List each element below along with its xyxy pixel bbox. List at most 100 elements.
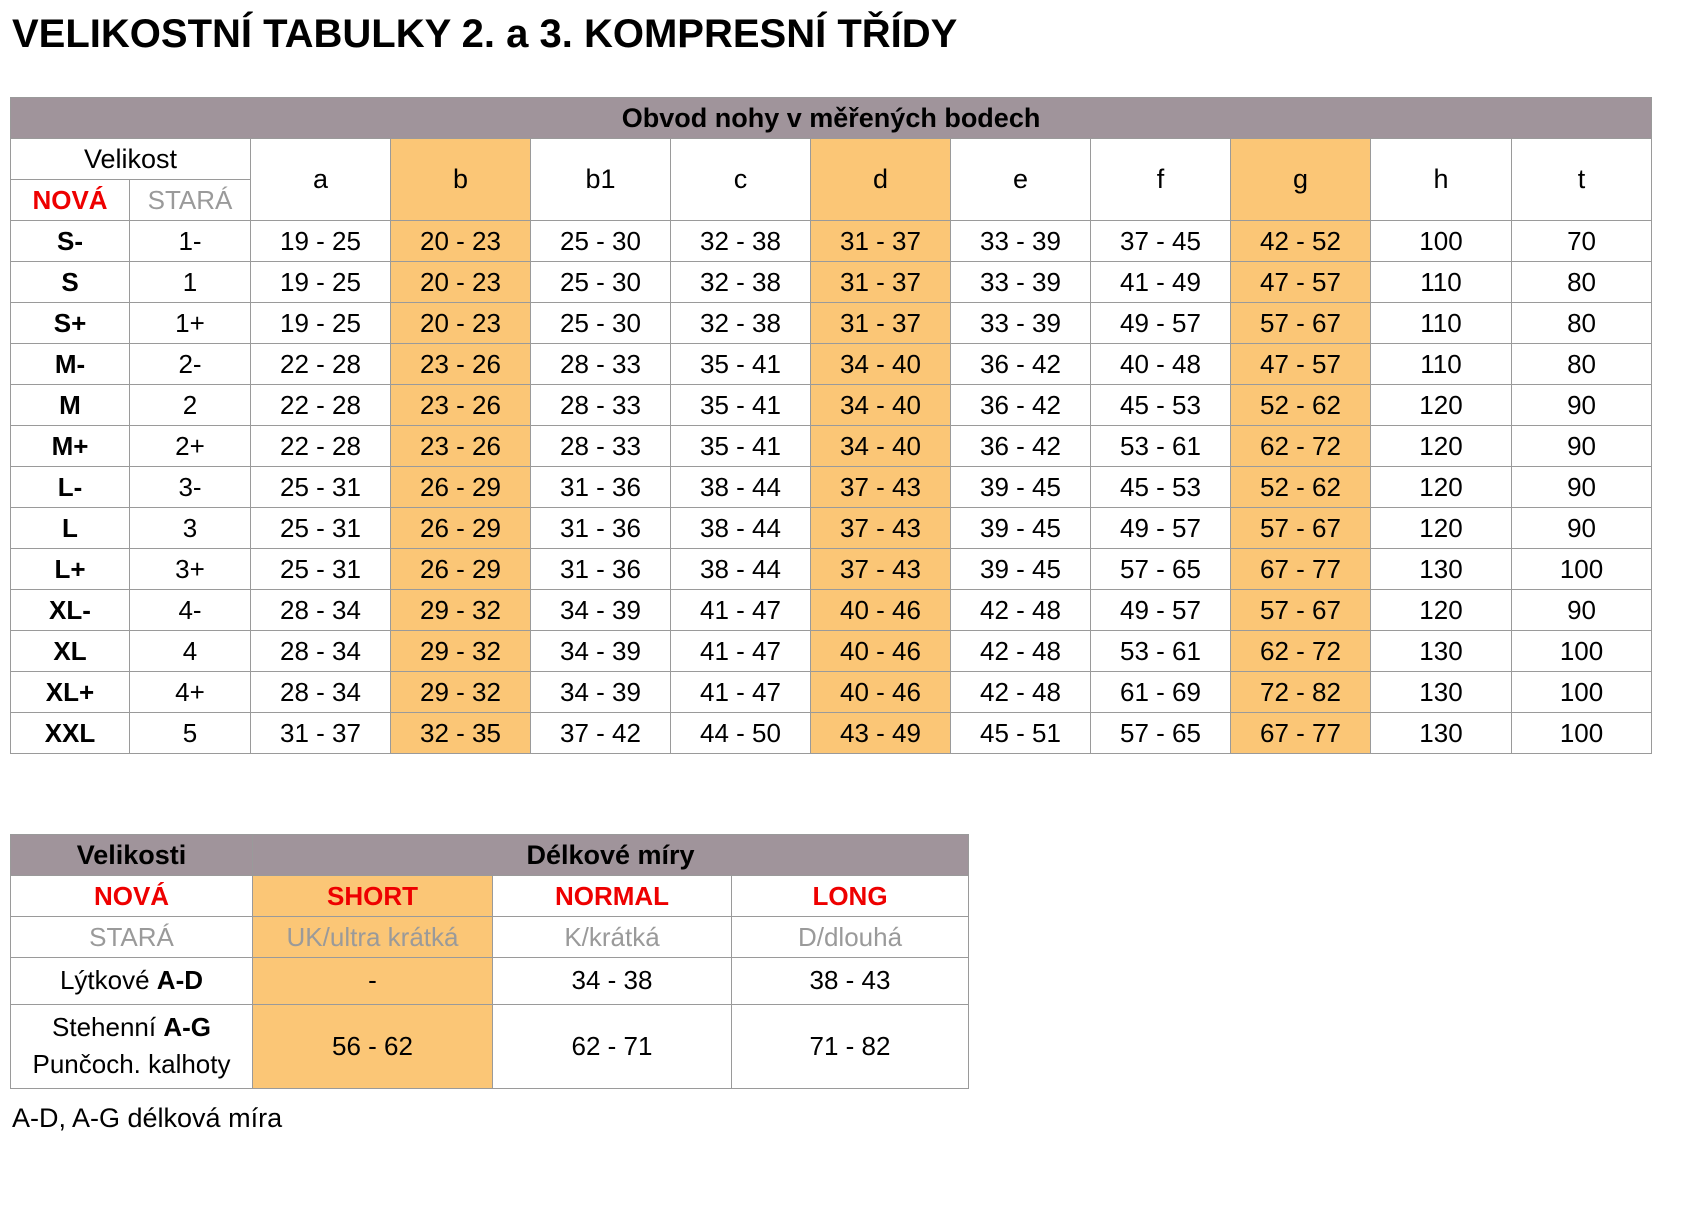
size-cell: 40 - 48 (1090, 343, 1231, 385)
size-cell: 28 - 34 (250, 671, 391, 713)
size-cell: 80 (1510, 343, 1653, 385)
size-new-label: S+ (10, 302, 130, 344)
size-cell: 42 - 48 (950, 630, 1091, 672)
size-cell: 80 (1510, 302, 1653, 344)
size-cell: 47 - 57 (1230, 261, 1371, 303)
size-cell: 90 (1510, 425, 1653, 467)
size-cell: 34 - 40 (810, 343, 951, 385)
size-table-banner-row: Obvod nohy v měřených bodech (9, 97, 1653, 139)
size-cell: 110 (1370, 261, 1512, 303)
size-cell: 37 - 42 (530, 712, 671, 754)
size-new-label: XL- (10, 589, 130, 631)
column-header-c: c (670, 138, 811, 221)
size-new-label: S (10, 261, 130, 303)
size-cell: 25 - 31 (250, 507, 391, 549)
velikost-header: Velikost (10, 138, 251, 180)
length-cell: 62 - 71 (492, 1003, 732, 1090)
size-cell: 41 - 47 (670, 671, 811, 713)
size-cell: 57 - 65 (1090, 548, 1231, 590)
length-old-header: STARÁ (10, 916, 253, 958)
size-new-label: M+ (10, 425, 130, 467)
size-cell: 70 (1510, 220, 1653, 262)
size-cell: 25 - 31 (250, 466, 391, 508)
length-cell: 56 - 62 (252, 1003, 493, 1090)
size-cell: 37 - 43 (810, 507, 951, 549)
length-cell: 34 - 38 (492, 957, 732, 1005)
size-cell: 34 - 40 (810, 384, 951, 426)
size-old-label: 4- (129, 589, 251, 631)
size-cell: 25 - 30 (530, 261, 671, 303)
size-cell: 41 - 49 (1090, 261, 1231, 303)
size-cell: 33 - 39 (950, 302, 1091, 344)
size-cell: 90 (1510, 466, 1653, 508)
size-new-label: L+ (10, 548, 130, 590)
size-cell: 31 - 36 (530, 507, 671, 549)
size-table-header-row: Velikost a b b1 c d e f g h t (10, 138, 1653, 221)
size-cell: 26 - 29 (390, 507, 531, 549)
size-cell: 110 (1370, 302, 1512, 344)
size-cell: 37 - 43 (810, 466, 951, 508)
size-cell: 37 - 45 (1090, 220, 1231, 262)
table-row: Lýtkové A-D -34 - 38 38 - 43 (10, 957, 969, 1005)
size-new-label: XL+ (10, 671, 130, 713)
table-row: XXL 5 31 - 37 32 - 35 37 - 42 44 - 50 43 - 49 4… (10, 712, 1653, 754)
size-cell: 32 - 35 (390, 712, 531, 754)
table-row: S- 1- 19 - 25 20 - 23 25 - 30 32 - 38 31 - 37 3… (10, 220, 1653, 262)
size-cell: 34 - 39 (530, 589, 671, 631)
size-cell: 62 - 72 (1230, 425, 1371, 467)
footnote: A-D, A-G délková míra (12, 1103, 283, 1134)
length-new-header: LONG (731, 875, 969, 917)
size-cell: 31 - 37 (810, 220, 951, 262)
size-cell: 45 - 53 (1090, 384, 1231, 426)
delkove-banner: Délkové míry (252, 834, 969, 876)
size-cell: 42 - 48 (950, 671, 1091, 713)
size-cell: 28 - 34 (250, 630, 391, 672)
size-cell: 57 - 65 (1090, 712, 1231, 754)
size-cell: 33 - 39 (950, 220, 1091, 262)
size-cell: 90 (1510, 507, 1653, 549)
size-cell: 42 - 48 (950, 589, 1091, 631)
size-cell: 41 - 47 (670, 630, 811, 672)
table-row: M- 2- 22 - 28 23 - 26 28 - 33 35 - 41 34 - 40 3… (10, 343, 1653, 385)
size-cell: 67 - 77 (1230, 712, 1371, 754)
size-table-subheader-row: NOVÁ STARÁ (10, 179, 1652, 221)
size-cell: 38 - 44 (670, 466, 811, 508)
size-old-label: 1 (129, 261, 251, 303)
size-cell: 32 - 38 (670, 261, 811, 303)
table-row: Stehenní A-G Punčoch. kalhoty 56 - 62 62 - … (10, 1003, 969, 1090)
size-cell: 29 - 32 (390, 671, 531, 713)
column-header-d: d (810, 138, 951, 221)
size-cell: 33 - 39 (950, 261, 1091, 303)
size-new-label: XL (10, 630, 130, 672)
table-row: M 2 22 - 28 23 - 26 28 - 33 35 - 41 34 - 40 36 … (10, 384, 1653, 426)
size-cell: 90 (1510, 384, 1653, 426)
size-cell: 38 - 44 (670, 548, 811, 590)
size-cell: 67 - 77 (1230, 548, 1371, 590)
length-table-banner-row: Velikosti Délkové míry (10, 834, 969, 876)
size-cell: 22 - 28 (250, 425, 391, 467)
length-row-label-text: Lýtkové (59, 965, 157, 995)
size-cell: 120 (1370, 589, 1512, 631)
size-cell: 45 - 53 (1090, 466, 1231, 508)
table-row: S 1 19 - 25 20 - 23 25 - 30 32 - 38 31 - 37 33 … (10, 261, 1653, 303)
size-cell: 38 - 44 (670, 507, 811, 549)
size-cell: 31 - 37 (810, 261, 951, 303)
size-cell: 42 - 52 (1230, 220, 1371, 262)
size-cell: 20 - 23 (390, 261, 531, 303)
size-cell: 25 - 31 (250, 548, 391, 590)
size-cell: 36 - 42 (950, 425, 1091, 467)
size-table: Obvod nohy v měřených bodech Velikost a b b1… (9, 97, 1653, 754)
size-cell: 40 - 46 (810, 671, 951, 713)
size-cell: 20 - 23 (390, 220, 531, 262)
size-cell: 22 - 28 (250, 343, 391, 385)
table-row: XL- 4- 28 - 34 29 - 32 34 - 39 41 - 47 40 - 46… (10, 589, 1653, 631)
size-old-label: 3- (129, 466, 251, 508)
size-cell: 22 - 28 (250, 384, 391, 426)
size-new-label: XXL (10, 712, 130, 754)
size-cell: 39 - 45 (950, 466, 1091, 508)
size-cell: 36 - 42 (950, 384, 1091, 426)
size-cell: 25 - 30 (530, 302, 671, 344)
size-cell: 19 - 25 (250, 220, 391, 262)
size-cell: 80 (1510, 261, 1653, 303)
length-old-header: K/krátká (492, 916, 732, 958)
